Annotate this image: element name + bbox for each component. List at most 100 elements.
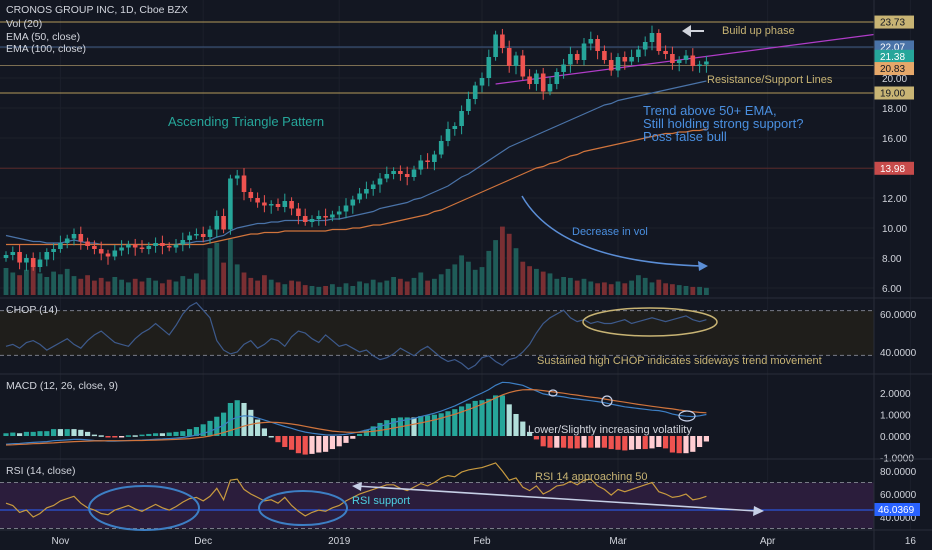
candle-body[interactable] xyxy=(132,244,138,248)
candle-body[interactable] xyxy=(432,154,437,163)
candle-body[interactable] xyxy=(37,259,43,268)
candle-body[interactable] xyxy=(3,255,9,258)
candle-body[interactable] xyxy=(357,193,362,200)
candle-body[interactable] xyxy=(636,49,641,58)
candle-body[interactable] xyxy=(588,39,594,44)
candle-body[interactable] xyxy=(330,214,335,218)
candle-body[interactable] xyxy=(472,85,478,100)
candle-body[interactable] xyxy=(78,234,84,242)
annotation-build-up[interactable]: Build up phase xyxy=(722,25,795,37)
candle-body[interactable] xyxy=(268,204,274,206)
candle-body[interactable] xyxy=(554,72,560,84)
candle-body[interactable] xyxy=(323,216,328,218)
candle-body[interactable] xyxy=(683,55,689,61)
candle-body[interactable] xyxy=(44,252,50,260)
candle-body[interactable] xyxy=(85,241,90,247)
candle-body[interactable] xyxy=(24,258,29,263)
candle-body[interactable] xyxy=(418,160,424,170)
candle-body[interactable] xyxy=(500,34,505,49)
candle-body[interactable] xyxy=(10,252,16,255)
ema100-line[interactable] xyxy=(6,128,707,246)
candle-body[interactable] xyxy=(228,178,233,230)
candle-body[interactable] xyxy=(697,64,702,67)
candle-body[interactable] xyxy=(398,171,403,174)
candle-body[interactable] xyxy=(336,211,342,215)
candle-body[interactable] xyxy=(200,234,206,237)
candle-body[interactable] xyxy=(404,174,410,177)
candle-body[interactable] xyxy=(234,175,240,179)
candle-body[interactable] xyxy=(160,243,165,246)
candle-body[interactable] xyxy=(425,160,430,163)
candle-body[interactable] xyxy=(384,174,390,179)
candle-body[interactable] xyxy=(547,84,553,92)
candle-body[interactable] xyxy=(302,216,308,222)
candle-body[interactable] xyxy=(595,39,600,51)
candle-body[interactable] xyxy=(71,234,77,239)
chop-line[interactable] xyxy=(5,301,707,370)
annotation-trend-line-2[interactable]: Still holding strong support? xyxy=(643,116,803,131)
macd-title[interactable]: MACD (12, 26, close, 9) xyxy=(6,380,118,392)
candle-body[interactable] xyxy=(534,73,539,85)
candle-body[interactable] xyxy=(51,249,56,252)
candle-body[interactable] xyxy=(506,48,512,66)
candle-body[interactable] xyxy=(676,60,682,63)
rsi-title[interactable]: RSI (14, close) xyxy=(6,465,75,477)
annotation-rsi-trend[interactable]: RSI 14 approaching 50 xyxy=(535,471,648,483)
candle-body[interactable] xyxy=(262,202,267,206)
candle-body[interactable] xyxy=(139,247,145,250)
annotation-volume[interactable]: Decrease in vol xyxy=(572,226,648,238)
candle-body[interactable] xyxy=(221,216,226,230)
candle-body[interactable] xyxy=(452,126,458,129)
legend-ema50[interactable]: EMA (50, close) xyxy=(6,31,80,43)
candle-body[interactable] xyxy=(445,129,451,141)
candle-body[interactable] xyxy=(568,54,573,65)
candle-body[interactable] xyxy=(275,204,281,207)
annotation-resistance[interactable]: Resistance/Support Lines xyxy=(707,74,833,86)
candle-body[interactable] xyxy=(602,51,607,60)
rsi-line[interactable] xyxy=(5,462,707,518)
candle-body[interactable] xyxy=(309,219,315,222)
candle-body[interactable] xyxy=(187,235,192,241)
annotation-rsi-support[interactable]: RSI support xyxy=(352,495,410,507)
candle-body[interactable] xyxy=(105,253,111,257)
candle-body[interactable] xyxy=(663,51,668,54)
candle-body[interactable] xyxy=(574,54,580,60)
candle-body[interactable] xyxy=(350,199,356,206)
candle-body[interactable] xyxy=(486,57,492,78)
candle-body[interactable] xyxy=(527,76,532,85)
candle-body[interactable] xyxy=(146,246,152,249)
candle-body[interactable] xyxy=(411,169,417,178)
candle-body[interactable] xyxy=(581,43,587,61)
candle-body[interactable] xyxy=(64,238,70,244)
candle-body[interactable] xyxy=(282,201,288,207)
candle-body[interactable] xyxy=(289,201,294,209)
candle-body[interactable] xyxy=(466,99,471,111)
annotation-macd[interactable]: Lower/Slightly increasing volatility xyxy=(528,424,692,436)
candle-body[interactable] xyxy=(92,246,97,249)
candle-body[interactable] xyxy=(479,78,485,86)
candle-body[interactable] xyxy=(30,258,36,267)
candle-body[interactable] xyxy=(119,247,124,251)
candle-body[interactable] xyxy=(670,54,675,63)
candle-body[interactable] xyxy=(173,244,179,248)
candle-body[interactable] xyxy=(214,216,220,230)
candle-body[interactable] xyxy=(513,55,519,67)
candle-body[interactable] xyxy=(248,192,254,198)
candle-body[interactable] xyxy=(656,33,662,51)
candle-body[interactable] xyxy=(207,229,213,238)
candle-body[interactable] xyxy=(493,34,498,58)
candle-body[interactable] xyxy=(296,208,301,217)
candle-body[interactable] xyxy=(370,184,376,190)
candle-body[interactable] xyxy=(608,60,614,71)
macd-signal-line[interactable] xyxy=(5,388,707,446)
candle-body[interactable] xyxy=(316,216,322,219)
legend-volume[interactable]: Vol (20) xyxy=(6,18,42,30)
candle-body[interactable] xyxy=(343,205,349,212)
candle-body[interactable] xyxy=(194,234,199,236)
candle-body[interactable] xyxy=(690,55,696,67)
candle-body[interactable] xyxy=(615,57,621,71)
candle-body[interactable] xyxy=(459,111,464,126)
candle-body[interactable] xyxy=(649,33,655,42)
candle-body[interactable] xyxy=(704,61,709,65)
legend-ema100[interactable]: EMA (100, close) xyxy=(6,43,86,55)
